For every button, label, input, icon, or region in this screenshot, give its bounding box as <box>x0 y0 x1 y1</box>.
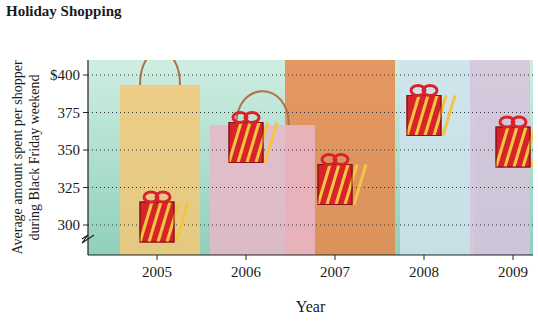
gift-stripe <box>523 127 533 167</box>
y-axis-title: Average amount spent per shopperduring B… <box>10 60 42 254</box>
bag-handle <box>236 91 289 125</box>
y-tick <box>83 225 88 226</box>
y-tick-label: 350 <box>58 142 81 158</box>
grid-line <box>88 75 533 76</box>
grid-line <box>88 150 533 151</box>
gift-marker <box>229 113 277 163</box>
x-tick <box>246 255 247 260</box>
gift-bow <box>334 155 348 165</box>
grid-line <box>88 112 533 113</box>
gift-marker <box>140 192 188 242</box>
gift-stripe <box>443 96 455 136</box>
y-axis-title-line: during Black Friday weekend <box>27 74 42 240</box>
gift-stripe <box>176 202 188 242</box>
bag <box>470 60 530 255</box>
gift-stripe <box>354 165 366 205</box>
marks <box>140 86 533 243</box>
gift-bow <box>156 192 170 202</box>
bags <box>120 60 530 255</box>
chart: 300 325 350 375 $400 2005 2006 2007 2008 2009 Year… <box>0 0 538 324</box>
y-axis-title-line: Average amount spent per shopper <box>10 60 25 254</box>
y-tick <box>83 112 88 113</box>
y-tick-label: 300 <box>58 217 81 233</box>
x-tick <box>513 255 514 260</box>
gift-marker <box>407 86 455 136</box>
gift-outline <box>407 96 441 136</box>
x-axis-title: Year <box>296 298 326 315</box>
y-tick <box>83 150 88 151</box>
gift-stripe <box>532 127 533 167</box>
x-tick-label: 2009 <box>498 264 528 280</box>
gift-marker <box>318 155 366 205</box>
x-tick <box>335 255 336 260</box>
bag-handle <box>140 60 180 85</box>
bag <box>400 60 475 255</box>
gift-stripe <box>265 123 277 163</box>
gift-outline <box>229 123 263 163</box>
y-tick <box>83 187 88 188</box>
gift-outline <box>140 202 174 242</box>
title: Holiday Shopping <box>6 3 122 19</box>
y-tick <box>83 75 88 76</box>
gift-outline <box>496 127 530 167</box>
x-tick <box>157 255 158 260</box>
x-tick-label: 2005 <box>142 264 172 280</box>
gift-marker <box>496 117 533 167</box>
gift-bow <box>423 86 437 96</box>
x-tick-label: 2007 <box>320 264 351 280</box>
x-axis <box>88 254 533 255</box>
y-tick-label: 325 <box>58 180 81 196</box>
grid-line <box>88 187 533 188</box>
bag <box>120 85 200 255</box>
gift-bow <box>512 117 526 127</box>
x-tick-label: 2006 <box>231 264 262 280</box>
x-tick-label: 2008 <box>409 264 439 280</box>
x-tick <box>424 255 425 260</box>
y-axis <box>87 60 88 255</box>
y-tick-label: $400 <box>50 67 80 83</box>
axis-break <box>82 235 94 243</box>
y-tick-label: 375 <box>58 105 81 121</box>
gift-bow <box>245 113 259 123</box>
gift-outline <box>318 165 352 205</box>
